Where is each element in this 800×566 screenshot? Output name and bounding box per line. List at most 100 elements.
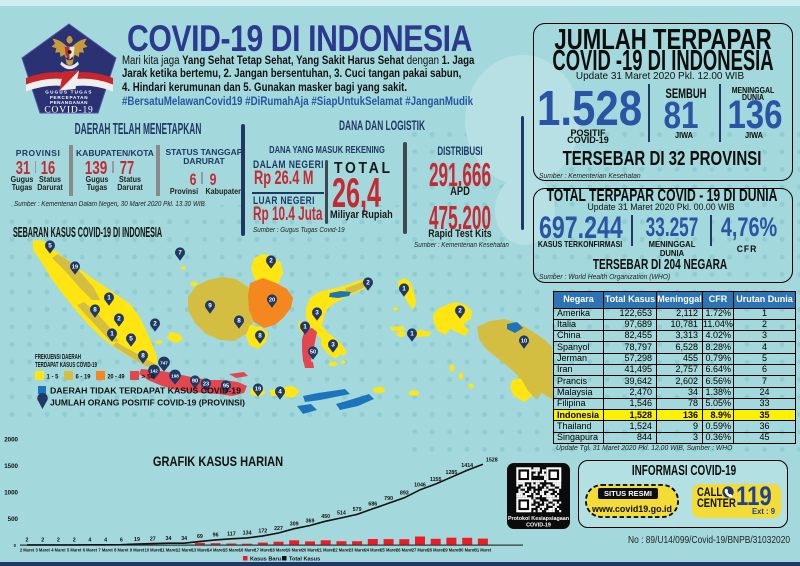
- svg-text:1: 1: [303, 324, 307, 331]
- svg-text:3: 3: [331, 342, 335, 349]
- svg-text:69: 69: [197, 534, 203, 540]
- svg-text:1046: 1046: [414, 483, 426, 489]
- svg-text:1: 1: [107, 295, 111, 302]
- svg-text:142: 142: [150, 369, 158, 374]
- svg-text:96: 96: [213, 533, 219, 539]
- svg-text:24 Maret: 24 Maret: [364, 548, 381, 553]
- svg-text:19: 19: [255, 387, 261, 393]
- svg-text:2: 2: [117, 316, 121, 323]
- svg-text:2: 2: [41, 538, 44, 544]
- svg-text:1414: 1414: [461, 463, 473, 469]
- svg-text:34: 34: [166, 536, 172, 542]
- svg-text:18 Maret: 18 Maret: [270, 548, 287, 553]
- svg-text:1 - 5: 1 - 5: [47, 374, 59, 381]
- svg-text:27: 27: [150, 536, 156, 542]
- svg-text:0: 0: [14, 543, 17, 548]
- svg-text:4: 4: [88, 538, 91, 544]
- svg-text:2: 2: [26, 538, 29, 544]
- svg-text:5: 5: [129, 336, 133, 343]
- svg-text:1000: 1000: [4, 489, 18, 496]
- svg-text:19 Maret: 19 Maret: [286, 548, 303, 553]
- svg-text:2 Maret: 2 Maret: [20, 548, 35, 553]
- svg-text:23 Maret: 23 Maret: [349, 548, 366, 553]
- svg-text:1155: 1155: [430, 477, 442, 483]
- svg-text:17 Maret: 17 Maret: [254, 548, 271, 553]
- svg-text:134: 134: [243, 531, 252, 537]
- svg-text:172: 172: [258, 529, 267, 535]
- svg-text:20: 20: [269, 298, 275, 304]
- svg-text:1285: 1285: [446, 470, 458, 476]
- svg-text:227: 227: [274, 526, 283, 532]
- svg-text:PERCEPATAN: PERCEPATAN: [50, 95, 89, 100]
- svg-text:14 Maret: 14 Maret: [207, 548, 224, 553]
- svg-text:12 Maret: 12 Maret: [176, 548, 193, 553]
- svg-text:19: 19: [134, 537, 140, 543]
- svg-text:20 Maret: 20 Maret: [302, 548, 319, 553]
- svg-text:16 Maret: 16 Maret: [239, 548, 256, 553]
- svg-text:4 Maret: 4 Maret: [51, 548, 66, 553]
- svg-text:23: 23: [203, 382, 209, 388]
- svg-text:686: 686: [368, 502, 377, 508]
- svg-text:5 Maret: 5 Maret: [67, 548, 82, 553]
- svg-text:198: 198: [171, 374, 179, 379]
- svg-text:8: 8: [258, 333, 262, 340]
- svg-text:9: 9: [208, 303, 212, 310]
- svg-text:COVID-19: COVID-19: [44, 106, 93, 116]
- svg-text:2: 2: [269, 258, 273, 265]
- svg-text:2: 2: [153, 321, 157, 328]
- svg-text:95: 95: [223, 384, 229, 390]
- svg-text:JUMLAH ORANG POSITIF COVID-19: JUMLAH ORANG POSITIF COVID-19 (PROVINSI): [50, 399, 245, 408]
- svg-text:5: 5: [48, 243, 52, 250]
- svg-text:8: 8: [237, 318, 241, 325]
- svg-text:6 Maret: 6 Maret: [83, 548, 98, 553]
- svg-text:19: 19: [72, 265, 78, 271]
- svg-text:9 Maret: 9 Maret: [130, 548, 145, 553]
- svg-text:Kasus Baru: Kasus Baru: [250, 557, 282, 563]
- svg-text:8: 8: [141, 353, 145, 360]
- svg-text:28 Maret: 28 Maret: [427, 548, 444, 553]
- svg-text:117: 117: [227, 532, 236, 538]
- svg-text:Total Kasus: Total Kasus: [289, 557, 320, 563]
- svg-text:15 Maret: 15 Maret: [223, 548, 240, 553]
- svg-text:2: 2: [458, 308, 462, 315]
- svg-text:579: 579: [353, 507, 362, 513]
- svg-text:TERDAPAT KASUS COVID-19: TERDAPAT KASUS COVID-19: [35, 362, 97, 369]
- svg-text:309: 309: [290, 522, 299, 528]
- svg-text:Protokol Kesiapsiagaan: Protokol Kesiapsiagaan: [508, 516, 569, 522]
- svg-text:FREKUENSI DAERAH: FREKUENSI DAERAH: [35, 354, 81, 361]
- svg-text:11 Maret: 11 Maret: [160, 548, 177, 553]
- svg-text:4: 4: [104, 538, 107, 544]
- svg-text:COVID-19: COVID-19: [526, 523, 551, 529]
- svg-text:1500: 1500: [4, 463, 18, 470]
- svg-text:2: 2: [366, 280, 370, 287]
- svg-text:21 Maret: 21 Maret: [317, 548, 334, 553]
- svg-text:514: 514: [337, 511, 346, 517]
- svg-text:25 Maret: 25 Maret: [380, 548, 397, 553]
- svg-text:2: 2: [57, 538, 60, 544]
- svg-text:22 Maret: 22 Maret: [333, 548, 350, 553]
- svg-text:30 Maret: 30 Maret: [459, 548, 476, 553]
- svg-text:790: 790: [384, 496, 393, 502]
- svg-text:2: 2: [73, 538, 76, 544]
- svg-text:29 Maret: 29 Maret: [443, 548, 460, 553]
- svg-text:90: 90: [192, 379, 198, 385]
- svg-text:8: 8: [93, 307, 97, 314]
- svg-text:PENANGANAN: PENANGANAN: [50, 100, 88, 105]
- svg-text:DAERAH TIDAK TERDAPAT KASUS C: DAERAH TIDAK TERDAPAT KASUS COVID-19: [50, 387, 242, 396]
- svg-text:31 Maret: 31 Maret: [475, 548, 492, 553]
- svg-text:7 Maret: 7 Maret: [98, 548, 113, 553]
- svg-text:26 Maret: 26 Maret: [396, 548, 413, 553]
- svg-text:2000: 2000: [4, 437, 18, 444]
- svg-text:20 - 49: 20 - 49: [108, 374, 125, 381]
- svg-text:6 - 19: 6 - 19: [76, 374, 91, 381]
- svg-text:4: 4: [278, 389, 282, 396]
- svg-text:500: 500: [8, 516, 19, 523]
- svg-text:27 Maret: 27 Maret: [412, 548, 429, 553]
- svg-text:747: 747: [160, 361, 168, 366]
- svg-text:1: 1: [402, 286, 406, 293]
- svg-text:10: 10: [521, 339, 527, 345]
- svg-text:50: 50: [310, 350, 316, 356]
- svg-text:8 Maret: 8 Maret: [114, 548, 129, 553]
- svg-text:369: 369: [306, 518, 315, 524]
- svg-text:1: 1: [410, 331, 414, 338]
